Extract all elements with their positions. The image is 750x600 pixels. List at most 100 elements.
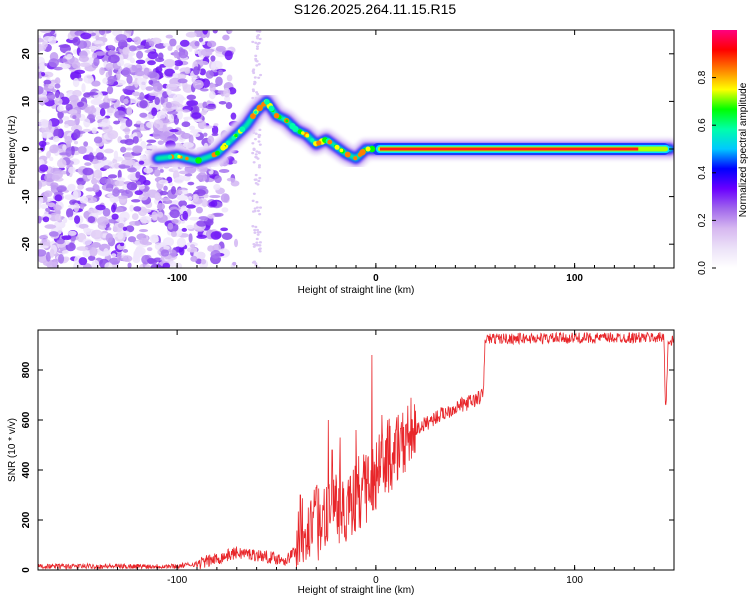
heatmap-cell [139, 154, 147, 160]
heatmap-cell [82, 248, 92, 258]
heatmap-cell [67, 204, 77, 209]
snr-ylabel: SNR (10 * v/v) [7, 418, 18, 482]
heatmap-cell [51, 89, 57, 93]
heatmap-hot-cell [215, 150, 220, 156]
heatmap-cell [121, 67, 131, 77]
heatmap-cell [45, 251, 51, 262]
heatmap-hot-cell [264, 99, 270, 105]
heatmap-cell [74, 215, 81, 224]
heatmap-cell [54, 90, 60, 99]
heatmap-cell [38, 37, 45, 43]
heatmap-cell [258, 250, 262, 253]
heatmap-cell [111, 204, 116, 213]
heatmap-cell [62, 144, 67, 151]
heatmap-cell [253, 76, 257, 79]
heatmap-cell [56, 239, 65, 245]
heatmap-cell [56, 105, 64, 112]
heatmap-cell [136, 120, 142, 125]
heatmap-cell [258, 231, 262, 234]
heatmap-cell [144, 94, 149, 99]
heatmap-cell [256, 209, 260, 213]
heatmap-cell [131, 213, 139, 220]
heatmap-cell [43, 190, 53, 198]
heatmap-cell [134, 220, 141, 226]
colorbar-tick-label: 0.6 [697, 118, 708, 132]
heatmap-cell [42, 40, 48, 48]
heatmap-cell [126, 181, 138, 191]
heatmap-cell [43, 79, 52, 85]
heatmap-cell [92, 40, 104, 45]
heatmap-cell [64, 135, 73, 145]
heatmap-cell [221, 232, 233, 240]
heatmap-hot-cell [167, 154, 173, 160]
heatmap-cell [194, 48, 199, 55]
heatmap-hot-cell [339, 148, 344, 153]
heatmap-cell [128, 45, 137, 52]
heatmap-hot-cell [334, 144, 340, 150]
heatmap-cell [186, 99, 199, 107]
heatmap-cell [257, 248, 261, 251]
heatmap-cell [128, 98, 139, 104]
heatmap-cell [182, 141, 194, 148]
heatmap-cell [220, 227, 229, 232]
heatmap-cell [181, 121, 191, 128]
heatmap-hot-cell [195, 157, 202, 164]
heatmap-cell [251, 88, 255, 91]
colorbar-tick-label: 0.0 [697, 261, 708, 275]
heatmap-cell [107, 174, 118, 179]
heatmap-cell [182, 109, 190, 113]
heatmap-cell [188, 233, 193, 243]
heatmap-cell [76, 246, 89, 251]
heatmap-cell [54, 97, 63, 106]
heatmap-cell [118, 117, 125, 122]
heatmap-cell [49, 156, 54, 162]
heatmap-cell [47, 202, 56, 208]
heatmap-cell [122, 255, 133, 263]
heatmap-cell [126, 106, 133, 116]
spectrogram-heatmap [38, 30, 674, 268]
heatmap-cell [209, 83, 216, 93]
heatmap-cell [254, 155, 258, 159]
heatmap-cell [61, 250, 69, 254]
heatmap-cell [257, 151, 261, 154]
heatmap-hot-cell [327, 139, 333, 145]
heatmap-cell [147, 71, 158, 79]
heatmap-cell [251, 199, 255, 203]
heatmap-cell [125, 225, 135, 233]
heatmap-cell [200, 48, 213, 57]
heatmap-cell [161, 197, 171, 202]
heatmap-cell [42, 216, 50, 223]
heatmap-hot-cell [301, 131, 305, 135]
heatmap-cell [74, 140, 79, 145]
heatmap-cell [65, 147, 72, 157]
heatmap-cell [184, 173, 193, 177]
heatmap-cell [221, 207, 229, 213]
heatmap-cell [78, 77, 83, 82]
heatmap-cell [126, 37, 133, 43]
snr-xtick-label: -100 [167, 575, 187, 586]
heatmap-cell [68, 109, 78, 115]
heatmap-cell [134, 190, 143, 196]
snr-ytick-label: 800 [21, 361, 32, 378]
heatmap-cell [38, 215, 42, 224]
heatmap-cell [173, 176, 184, 184]
heatmap-cell [220, 193, 230, 203]
heatmap-cell [255, 47, 259, 51]
heatmap-cell [258, 143, 262, 146]
heatmap-hot-cell [310, 138, 315, 143]
heatmap-cell [224, 50, 233, 61]
heatmap-hot-cell [185, 156, 189, 161]
heatmap-cell [254, 57, 258, 61]
heatmap-cell [38, 140, 47, 147]
heatmap-cell [122, 249, 129, 253]
heatmap-cell [139, 237, 149, 245]
heatmap-cell [162, 262, 171, 268]
heatmap-cell [163, 42, 170, 47]
heatmap-cell [146, 247, 153, 252]
heatmap-cell [180, 132, 192, 140]
heatmap-cell [148, 79, 154, 85]
colorbar: 0.0 0.2 0.4 0.6 0.8 Normalized spectral ampl… [697, 30, 749, 275]
heatmap-cell [211, 132, 219, 137]
heatmap-cell [95, 35, 100, 41]
heatmap-cell [151, 211, 158, 221]
